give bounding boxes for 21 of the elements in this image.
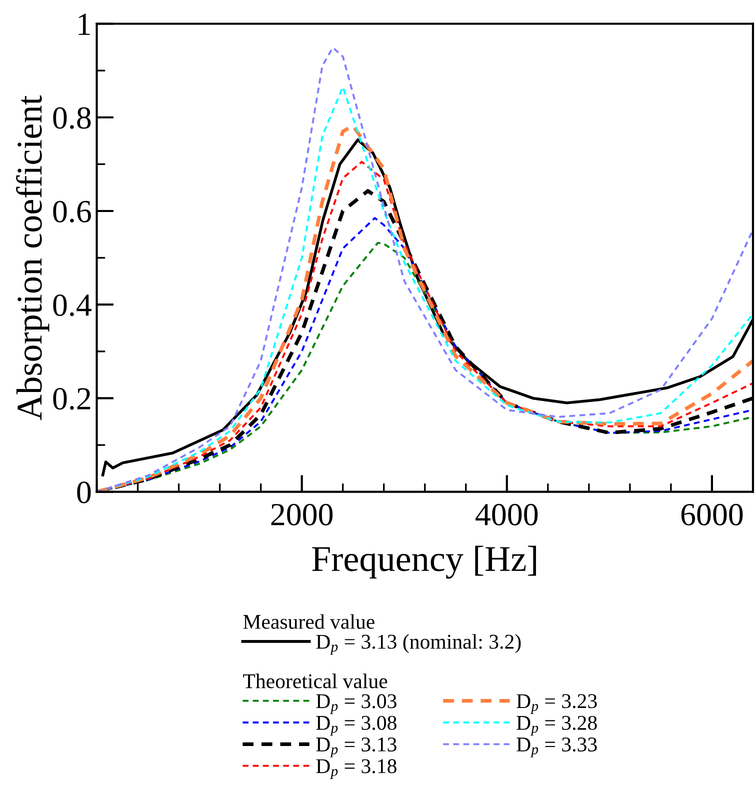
legend-label: D$_{p}$ = 3.08 (316, 716, 396, 736)
y-tick-label: 0 (77, 482, 91, 504)
legend-label: D$_{p}$ = 3.33 (516, 738, 597, 758)
y-tick-label: 0.8 (53, 107, 91, 129)
x-axis-title: Frequency [Hz] (312, 546, 536, 579)
x-tick-label: 4000 (476, 504, 538, 526)
x-tick-label: 2000 (271, 504, 333, 526)
y-tick-label: 0.2 (53, 388, 90, 410)
legend-label: D$_{p}$ = 3.18 (316, 759, 396, 779)
y-tick-label: 1 (78, 14, 90, 35)
y-axis-title: Absorption coefficient (16, 95, 50, 420)
legend-label: D$_{p}$ = 3.03 (316, 694, 396, 714)
legend-label: D$_{p}$ = 3.23 (516, 694, 597, 714)
legend-label: D$_{p}$ = 3.13 (316, 738, 396, 758)
y-tick-label: 0.4 (53, 294, 92, 316)
x-tick-label: 6000 (681, 504, 743, 526)
text: Measured value (243, 614, 374, 629)
y-tick-label: 0.6 (53, 200, 91, 223)
text: Theoretical value (243, 674, 388, 688)
legend-label: D$_{p}$ = 3.13 (nominal: 3.2) (316, 634, 521, 655)
legend-label: D$_{p}$ = 3.28 (516, 716, 597, 736)
